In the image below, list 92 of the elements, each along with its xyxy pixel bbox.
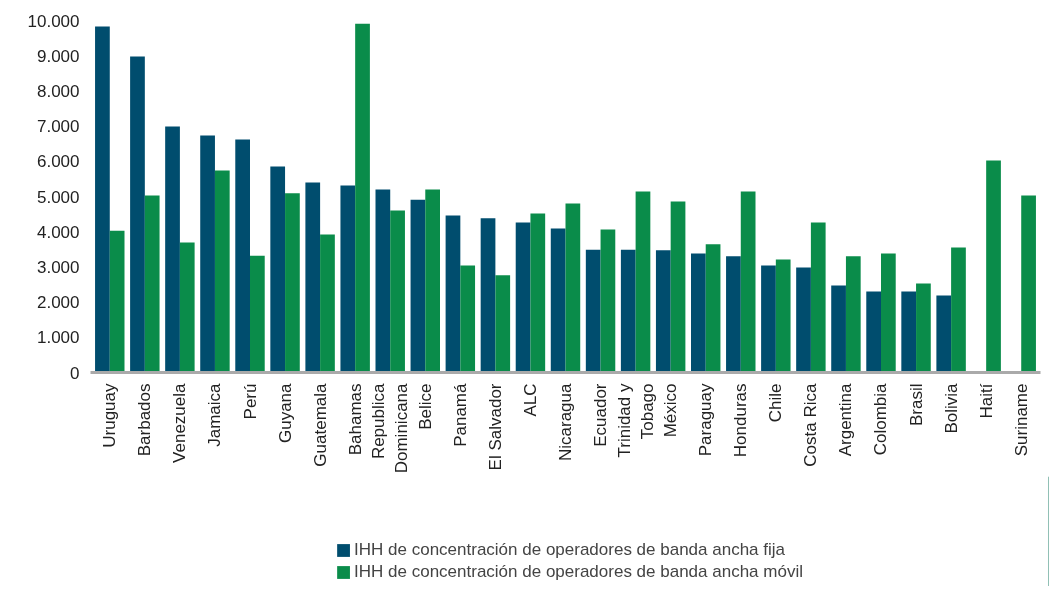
bar xyxy=(270,166,286,373)
bar xyxy=(881,253,896,373)
bar xyxy=(565,203,581,373)
bar xyxy=(480,218,496,373)
x-tick-label: Colombia xyxy=(871,382,891,456)
legend-label: IHH de concentración de operadores de banda ancha fija xyxy=(354,540,786,560)
bar xyxy=(831,285,846,373)
bar xyxy=(620,249,636,373)
y-tick-label: 6.000 xyxy=(36,152,80,172)
x-tick-label: Honduras xyxy=(731,383,751,458)
bar xyxy=(655,250,671,373)
y-tick-label: 5.000 xyxy=(36,187,80,207)
x-tick-label: Chile xyxy=(766,383,786,423)
bar xyxy=(214,170,230,373)
bar xyxy=(761,265,776,373)
bar xyxy=(250,255,265,373)
bar xyxy=(340,185,356,373)
bar xyxy=(726,256,741,373)
bar xyxy=(705,244,721,373)
x-tick-label: Jamaica xyxy=(205,382,225,447)
x-tick-label: Barbados xyxy=(135,383,155,457)
x-tick-label: Nicaragua xyxy=(556,382,575,461)
x-tick-label: Republica Dominicana xyxy=(369,382,412,474)
bar xyxy=(495,275,511,373)
x-tick-label: Uruguay xyxy=(100,383,120,448)
legend-label: IHH de concentración de operadores de banda ancha móvil xyxy=(354,562,803,582)
bar xyxy=(390,210,405,373)
bar xyxy=(740,191,756,373)
bar xyxy=(375,189,391,373)
bar xyxy=(775,259,791,373)
bar xyxy=(916,283,931,373)
x-tick-label: Panamá xyxy=(450,382,470,447)
x-tick-label: Argentina xyxy=(836,382,856,457)
bar xyxy=(600,229,616,373)
bar xyxy=(235,139,250,373)
y-tick-label: 1.000 xyxy=(36,328,80,348)
x-tick-label: Suriname xyxy=(1011,383,1031,457)
bar xyxy=(1021,195,1036,373)
bar xyxy=(845,256,861,373)
x-tick-label: Bahamas xyxy=(345,383,365,456)
y-tick-label: 7.000 xyxy=(36,117,80,137)
bar xyxy=(320,234,335,373)
bar xyxy=(951,247,966,373)
bar xyxy=(95,26,110,373)
x-tick-label: El Salvador xyxy=(485,383,505,471)
x-tick-label: Paraguay xyxy=(696,383,716,457)
bar xyxy=(670,201,686,373)
x-tick-label: Trinidad y Tobago xyxy=(614,383,657,458)
x-tick-label: Guyana xyxy=(275,382,295,444)
y-tick-label: 9.000 xyxy=(36,46,80,66)
x-tick-label: Costa Rica xyxy=(801,382,821,467)
bar xyxy=(691,253,706,373)
bar xyxy=(986,160,1001,373)
x-tick-label: Guatemala xyxy=(310,382,330,467)
y-tick-label: 10.000 xyxy=(27,11,80,31)
y-tick-label: 2.000 xyxy=(36,293,80,313)
bar xyxy=(144,195,160,373)
bar xyxy=(410,199,426,373)
bar xyxy=(585,249,601,373)
x-tick-label: ALC xyxy=(520,383,540,417)
bar xyxy=(796,267,811,373)
bar xyxy=(635,191,651,373)
y-tick-label: 4.000 xyxy=(36,222,80,242)
x-tick-label: Venezuela xyxy=(170,382,190,463)
bar xyxy=(515,222,531,373)
bar xyxy=(130,56,145,373)
bar xyxy=(460,265,476,373)
x-tick-label: Belice xyxy=(415,383,435,430)
bar xyxy=(285,193,300,373)
y-tick-label: 8.000 xyxy=(36,81,80,101)
bar xyxy=(550,228,566,373)
bar xyxy=(109,230,125,373)
x-tick-label: Bolivia xyxy=(941,382,961,434)
bar xyxy=(355,23,370,373)
x-tick-label: Haití xyxy=(976,383,996,419)
bar xyxy=(445,215,461,373)
bar xyxy=(530,213,546,373)
bar xyxy=(901,291,917,373)
bar xyxy=(179,242,195,373)
x-tick-label: México xyxy=(661,383,681,438)
y-tick-label: 0 xyxy=(70,363,80,383)
bar xyxy=(165,126,180,373)
bar xyxy=(936,295,952,373)
bar xyxy=(425,189,440,373)
bar xyxy=(305,182,321,373)
x-tick-label: Perú xyxy=(240,383,260,420)
bar xyxy=(810,222,826,373)
y-tick-label: 3.000 xyxy=(36,257,80,277)
x-tick-label: Ecuador xyxy=(591,383,611,447)
x-tick-label: Brasil xyxy=(906,383,926,427)
bar xyxy=(866,291,881,373)
bar xyxy=(200,135,215,373)
